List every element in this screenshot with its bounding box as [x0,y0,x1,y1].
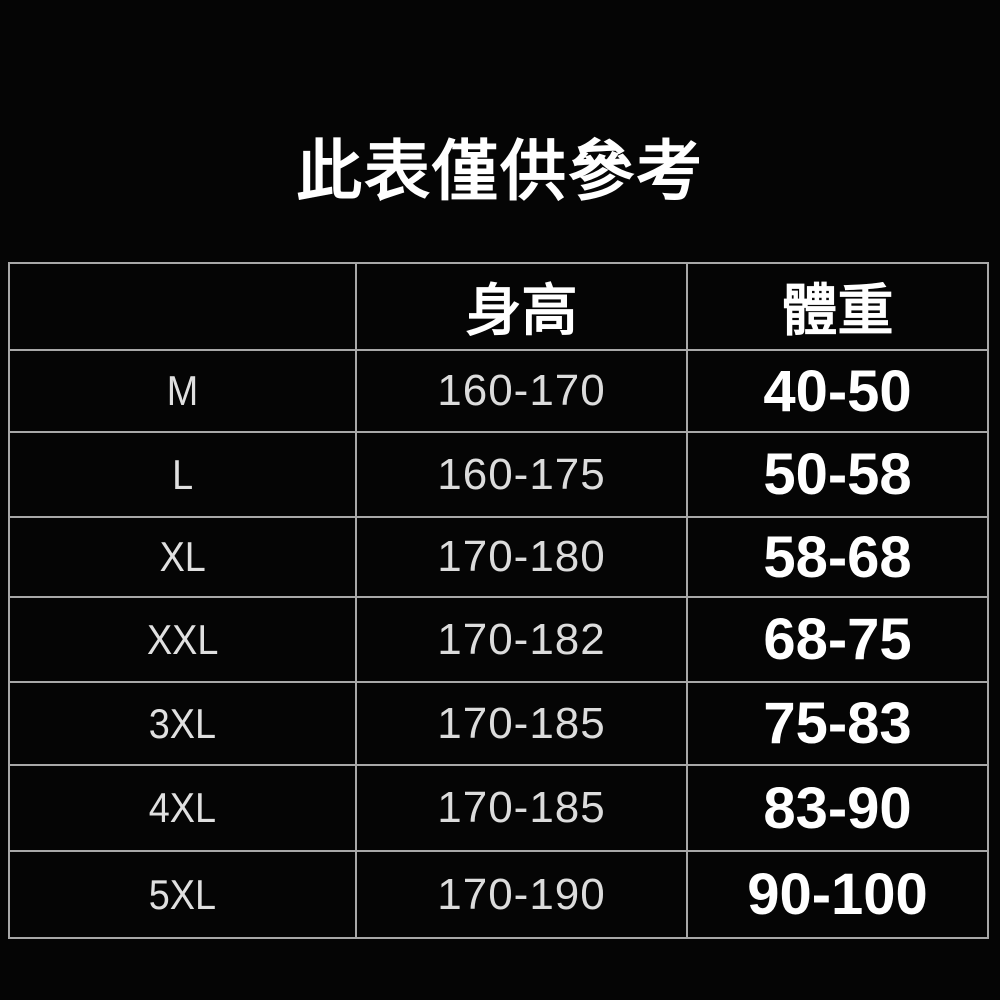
weight-cell: 58-68 [686,516,989,598]
size-cell: 3XL [148,699,217,747]
size-chart-table: 身高 體重 M 160-170 40-50 L 160-175 50-58 XL… [8,262,989,939]
weight-cell: 68-75 [686,596,989,683]
size-cell: 5XL [148,870,217,918]
height-cell: 170-185 [355,681,688,766]
weight-cell: 83-90 [686,764,989,852]
header-height: 身高 [355,262,688,351]
height-cell: 160-170 [355,349,688,433]
size-cell: 4XL [148,784,217,831]
weight-cell: 90-100 [686,850,989,939]
height-cell: 170-180 [355,516,688,598]
height-cell: 170-190 [355,850,688,939]
size-cell: M [166,367,199,414]
height-cell: 170-182 [355,596,688,683]
weight-cell: 50-58 [686,431,989,518]
height-cell: 170-185 [355,764,688,852]
table-row: XL 170-180 58-68 [8,516,989,598]
header-row: 身高 體重 [8,262,989,351]
table-row: XXL 170-182 68-75 [8,596,989,683]
weight-cell: 75-83 [686,681,989,766]
height-cell: 160-175 [355,431,688,518]
page-title: 此表僅供參考 [296,133,704,210]
header-size [8,262,357,351]
table-row: L 160-175 50-58 [8,431,989,518]
size-cell: XXL [146,615,219,663]
table-row: 3XL 170-185 75-83 [8,681,989,766]
weight-cell: 40-50 [686,349,989,433]
size-cell: L [171,450,194,498]
header-weight: 體重 [686,262,989,351]
table-row: 4XL 170-185 83-90 [8,764,989,852]
size-cell: XL [159,533,206,580]
table-row: 5XL 170-190 90-100 [8,850,989,939]
table-row: M 160-170 40-50 [8,349,989,433]
